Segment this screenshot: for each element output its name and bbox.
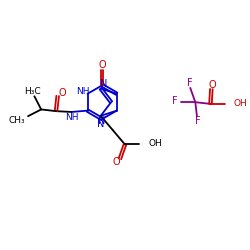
Text: OH: OH [148, 139, 162, 148]
Text: H₃C: H₃C [24, 87, 41, 96]
Text: O: O [208, 80, 216, 90]
Text: F: F [188, 78, 193, 88]
Text: CH₃: CH₃ [8, 116, 25, 125]
Text: N: N [100, 79, 107, 89]
Text: O: O [59, 88, 66, 99]
Text: O: O [112, 157, 120, 167]
Text: O: O [98, 60, 106, 70]
Text: N: N [98, 119, 105, 129]
Text: F: F [195, 116, 201, 126]
Text: NH: NH [76, 87, 89, 96]
Text: F: F [172, 96, 178, 106]
Text: OH: OH [234, 100, 247, 108]
Text: N: N [98, 116, 105, 126]
Text: NH: NH [65, 113, 78, 122]
